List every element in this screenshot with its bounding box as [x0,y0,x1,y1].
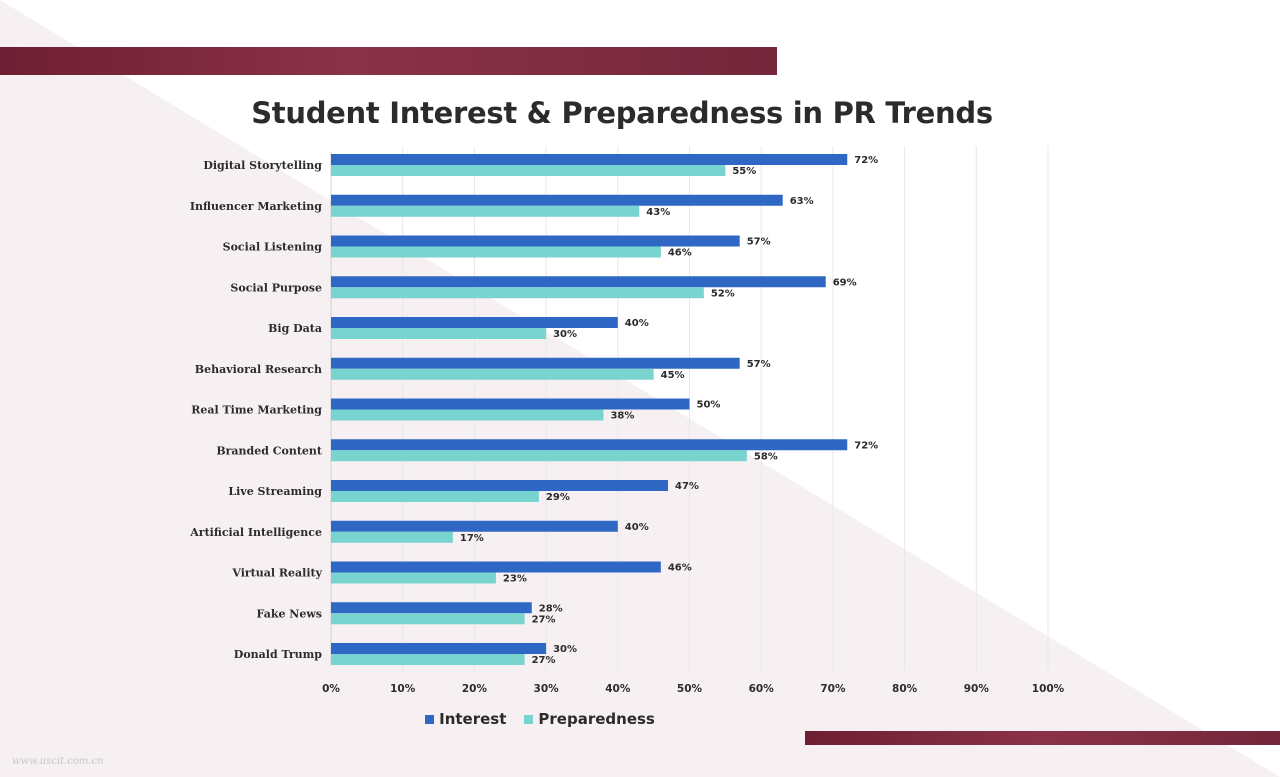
category-label: Live Streaming [228,485,322,498]
bar-interest [331,398,690,410]
x-tick-label: 40% [605,683,631,695]
data-label-interest: 30% [553,644,577,655]
data-label-interest: 57% [747,237,771,248]
data-label-interest: 40% [625,522,649,533]
data-label-interest: 28% [539,603,563,614]
watermark: www.uscit.com.cn [12,756,104,767]
category-label: Digital Storytelling [203,159,322,172]
category-label: Influencer Marketing [190,200,322,213]
data-label-preparedness: 27% [532,655,556,666]
bar-interest [331,194,783,206]
data-label-interest: 50% [697,400,721,411]
bar-preparedness [331,165,726,176]
bar-preparedness [331,409,604,421]
x-tick-label: 10% [390,683,416,695]
category-label: Big Data [268,322,322,335]
data-label-preparedness: 23% [503,574,527,585]
x-tick-label: 0% [322,683,340,695]
bar-preparedness [331,654,525,665]
legend-swatch-interest [425,714,435,724]
legend-item-preparedness: Preparedness [524,710,655,728]
legend-label-interest: Interest [439,710,507,728]
bar-preparedness [331,572,496,584]
x-tick-label: 60% [749,683,775,695]
bar-interest [331,643,547,654]
data-label-preparedness: 58% [754,451,778,462]
bar-interest [331,154,848,165]
data-label-interest: 63% [790,196,814,207]
bar-preparedness [331,491,539,502]
data-label-interest: 72% [854,440,878,451]
x-tick-label: 80% [892,683,918,695]
legend-item-interest: Interest [425,710,506,728]
bar-preparedness [331,450,747,462]
data-label-interest: 46% [668,563,692,574]
bars [331,154,848,665]
x-tick-label: 100% [1032,683,1065,695]
data-label-interest: 57% [747,359,771,370]
x-tick-label: 20% [462,683,488,695]
data-label-interest: 47% [675,481,699,492]
bar-interest [331,235,740,247]
bar-preparedness [331,246,661,258]
bar-interest [331,480,668,491]
labels: 0% 10% 20% 30% 40% 50% 60% 70% 80% 90% 100% Digital… [189,155,1064,695]
bar-preparedness [331,287,704,299]
x-tick-label: 30% [534,683,560,695]
legend-label-preparedness: Preparedness [538,710,655,728]
category-label: Artificial Intelligence [189,526,322,539]
data-label-preparedness: 38% [610,411,634,422]
legend: Interest Preparedness [0,710,1080,728]
bar-interest [331,602,532,614]
bar-interest [331,439,848,451]
category-label: Behavioral Research [195,363,322,376]
bar-preparedness [331,205,640,217]
category-label: Social Listening [223,241,323,254]
bar-interest [331,561,661,573]
legend-swatch-preparedness [524,714,534,724]
category-label: Branded Content [216,444,323,457]
chart-title: Student Interest & Preparedness in PR Tr… [251,96,993,130]
bar-interest [331,357,740,369]
data-label-preparedness: 55% [732,166,756,177]
bar-preparedness [331,613,525,625]
data-label-preparedness: 29% [546,492,570,503]
bar-interest [331,317,618,328]
bottom-decorative-band [805,731,1280,745]
x-tick-label: 70% [820,683,846,695]
bar-interest [331,276,826,288]
data-label-preparedness: 43% [646,207,670,218]
category-label: Donald Trump [234,648,323,661]
data-label-preparedness: 52% [711,288,735,299]
data-label-interest: 69% [833,277,857,288]
category-label: Fake News [256,607,322,620]
data-label-preparedness: 46% [668,248,692,259]
data-label-interest: 40% [625,318,649,329]
bar-preparedness [331,328,547,339]
x-tick-label: 50% [677,683,703,695]
category-label: Real Time Marketing [191,404,322,417]
data-label-preparedness: 17% [460,533,484,544]
bar-interest [331,520,618,532]
top-decorative-band [0,47,777,75]
bar-preparedness [331,531,453,543]
x-tick-label: 90% [964,683,990,695]
data-label-preparedness: 30% [553,329,577,340]
data-label-interest: 72% [854,155,878,166]
data-label-preparedness: 45% [661,370,685,381]
category-label: Virtual Reality [231,567,322,580]
category-label: Social Purpose [230,281,322,294]
data-label-preparedness: 27% [532,614,556,625]
bar-preparedness [331,368,654,380]
